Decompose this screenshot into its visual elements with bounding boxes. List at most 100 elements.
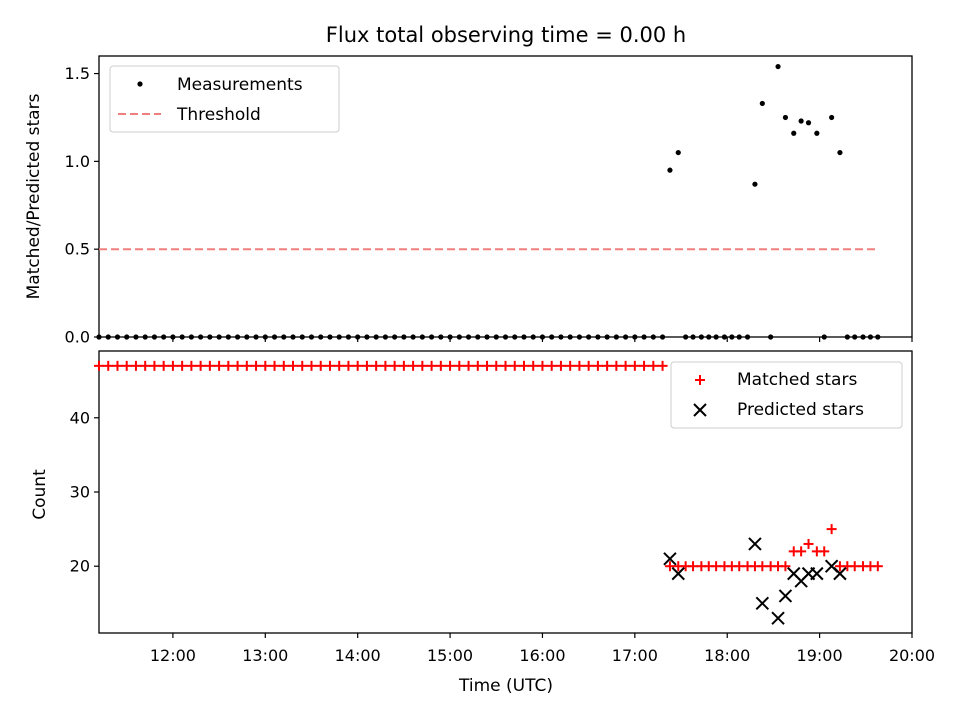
measurement-point [484, 334, 490, 340]
predicted-star-point [755, 596, 770, 611]
top-y-tick-label: 1.0 [65, 152, 90, 171]
x-tick-label: 12:00 [150, 646, 196, 665]
measurement-point [821, 334, 827, 340]
predicted-star-point [810, 566, 824, 581]
measurement-point [493, 334, 499, 340]
matched-star-point [288, 360, 299, 371]
matched-star-point [167, 360, 178, 371]
measurement-point [142, 334, 148, 340]
matched-star-point [112, 360, 123, 371]
matched-star-point [186, 360, 197, 371]
chart-title: Flux total observing time = 0.00 h [326, 23, 686, 47]
predicted-star-stroke-b [771, 611, 785, 625]
matched-star-point [796, 546, 807, 557]
measurement-point [336, 334, 342, 340]
measurement-point [253, 334, 259, 340]
matched-star-point [103, 360, 114, 371]
matched-star-point [380, 360, 391, 371]
measurement-point [759, 100, 765, 107]
matched-star-point [361, 360, 372, 371]
measurement-point [170, 334, 176, 340]
matched-star-point [371, 360, 382, 371]
measurement-point [392, 334, 398, 340]
matched-star-point [555, 360, 566, 371]
measurement-point [151, 334, 158, 340]
predicted-star-point [771, 611, 785, 625]
measurement-point [299, 334, 305, 340]
matched-star-point [872, 561, 883, 572]
matched-star-point [158, 360, 169, 371]
measurement-point [729, 334, 735, 340]
predicted-star-stroke-b [755, 596, 770, 611]
measurement-point [216, 334, 222, 340]
measurement-point [867, 334, 874, 340]
matched-star-point [94, 360, 104, 371]
measurement-point [805, 120, 812, 126]
x-axis-label: Time (UTC) [458, 676, 553, 696]
measurement-point [456, 334, 462, 340]
measurement-point [114, 334, 121, 340]
matched-star-point [315, 360, 326, 371]
matched-star-point [408, 360, 419, 371]
measurement-point [558, 334, 564, 340]
matched-star-point [780, 561, 791, 572]
matched-star-point [454, 360, 465, 371]
legend-predicted-marker [693, 403, 707, 417]
measurement-point [373, 334, 379, 340]
measurement-point [844, 334, 850, 340]
matched-star-point [620, 360, 631, 371]
matched-star-point [214, 360, 225, 371]
measurement-point [675, 149, 681, 156]
predicted-star-stroke-b [671, 566, 685, 581]
predicted-star-stroke-b [748, 537, 762, 551]
matched-star-point [324, 360, 335, 371]
predicted-star-stroke-b [810, 566, 824, 581]
bottom-y-tick-label: 40 [70, 408, 90, 427]
measurement-point [683, 334, 689, 340]
matched-star-point [278, 360, 289, 371]
predicted-star-stroke-b [787, 566, 801, 581]
matched-star-point [334, 360, 345, 371]
measurement-point [382, 334, 388, 340]
measurement-point [595, 334, 601, 340]
top-legend-frame [109, 65, 340, 133]
matched-star-point [611, 360, 622, 371]
measurement-point [318, 334, 324, 340]
x-tick-label: 14:00 [335, 646, 381, 665]
measurement-point [96, 334, 102, 340]
measurement-point [752, 181, 758, 187]
measurement-point [659, 334, 666, 340]
measurement-point [667, 167, 673, 173]
measurement-point [860, 334, 866, 340]
measurement-point [814, 130, 820, 136]
measurement-point [576, 334, 583, 340]
measurement-point [706, 334, 712, 340]
matched-star-point [528, 360, 539, 371]
measurement-point [613, 334, 619, 340]
matched-star-point [352, 360, 363, 371]
matched-star-point [574, 360, 585, 371]
x-tick-label: 18:00 [704, 646, 750, 665]
x-tick-label: 17:00 [612, 646, 658, 665]
matched-star-point [417, 360, 428, 371]
matched-star-point [565, 360, 576, 371]
matched-star-point [803, 538, 814, 549]
matched-star-point [121, 360, 132, 371]
measurement-point [234, 334, 241, 340]
bottom-y-tick-label: 30 [70, 483, 90, 502]
measurement-point [502, 334, 509, 340]
top-axes: 0.0 0.5 1.0 1.5 [65, 55, 913, 347]
legend-measurements-label: Measurements [177, 75, 303, 95]
matched-star-point [269, 360, 280, 371]
measurement-point [428, 334, 435, 340]
measurement-point [179, 334, 185, 340]
measurement-point [188, 334, 194, 340]
legend-measurements-marker [137, 81, 143, 87]
measurement-point [650, 334, 656, 340]
measurement-point [721, 334, 728, 340]
measurement-point [475, 334, 481, 340]
matched-star-point [140, 360, 151, 371]
measurement-point [829, 114, 835, 121]
measurement-point [364, 334, 370, 340]
